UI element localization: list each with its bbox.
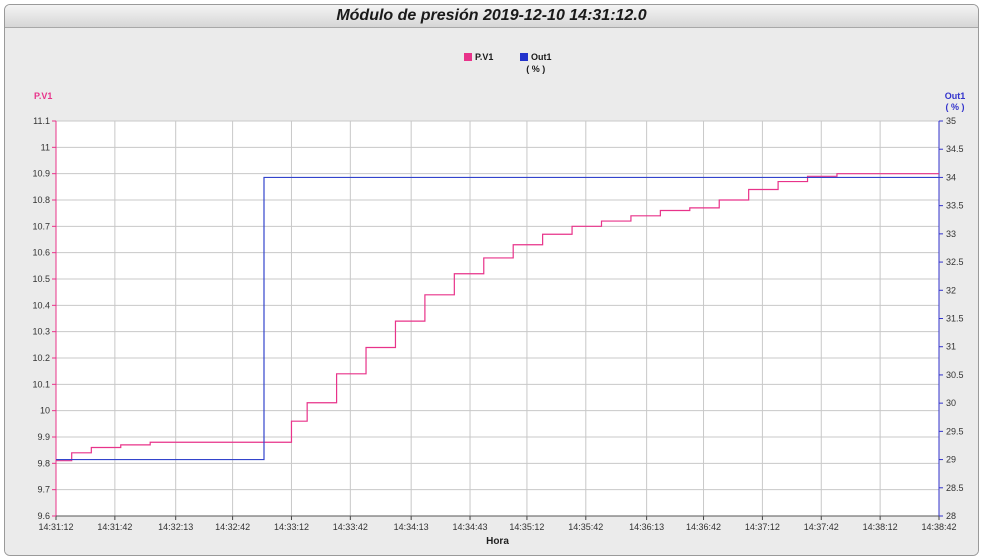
series-line-pv1 [56, 173, 939, 462]
x-tick-label: 14:33:42 [333, 522, 368, 532]
x-tick-label: 14:36:13 [629, 522, 664, 532]
y-left-tick-label: 10.1 [32, 379, 50, 389]
y-right-axis-label: Out1 [945, 91, 966, 101]
x-tick-label: 14:33:12 [274, 522, 309, 532]
x-tick-label: 14:34:43 [453, 522, 488, 532]
y-right-tick-label: 34 [946, 172, 956, 182]
x-tick-label: 14:35:42 [568, 522, 603, 532]
x-tick-label: 14:38:12 [863, 522, 898, 532]
x-tick-label: 14:31:42 [97, 522, 132, 532]
y-left-tick-label: 9.7 [37, 485, 50, 495]
series-line-out1 [56, 176, 939, 461]
legend-item-pv1: P.V1 [464, 52, 493, 62]
y-left-tick-label: 10 [40, 406, 50, 416]
x-axis-label: Hora [486, 536, 509, 547]
plot-background [56, 121, 939, 516]
y-right-tick-label: 35 [946, 116, 956, 126]
y-left-tick-label: 11 [41, 142, 50, 152]
y-right-tick-label: 30.5 [946, 370, 964, 380]
y-left-tick-label: 9.8 [37, 458, 50, 468]
y-left-tick-label: 10.8 [32, 195, 50, 205]
y-right-tick-label: 29.5 [946, 426, 964, 436]
y-left-tick-label: 9.9 [37, 432, 50, 442]
y-right-tick-label: 28.5 [946, 483, 964, 493]
y-right-axis-unit: ( % ) [946, 102, 965, 112]
x-tick-label: 14:32:42 [215, 522, 250, 532]
y-right-tick-label: 32 [946, 285, 956, 295]
y-left-tick-label: 9.6 [37, 511, 50, 521]
window-title: Módulo de presión 2019-12-10 14:31:12.0 [5, 5, 978, 28]
legend-unit-out1: ( % ) [526, 64, 546, 74]
y-left-tick-label: 10.3 [32, 327, 50, 337]
y-right-tick-label: 31 [946, 342, 956, 352]
y-left-tick-label: 10.2 [32, 353, 50, 363]
y-left-tick-label: 10.6 [32, 248, 50, 258]
y-right-tick-label: 30 [946, 398, 956, 408]
y-left-tick-label: 10.7 [32, 221, 50, 231]
legend-item-out1: Out1 ( % ) [520, 52, 552, 74]
x-tick-label: 14:34:13 [394, 522, 429, 532]
y-left-tick-label: 10.5 [32, 274, 50, 284]
x-tick-label: 14:35:12 [509, 522, 544, 532]
y-right-tick-label: 29 [946, 455, 956, 465]
legend-swatch-out1 [520, 53, 528, 61]
y-left-tick-label: 11.1 [33, 116, 50, 126]
chart-window: Módulo de presión 2019-12-10 14:31:12.0 … [4, 4, 979, 556]
legend-swatch-pv1 [464, 53, 472, 61]
x-tick-label: 14:37:42 [804, 522, 839, 532]
y-left-tick-label: 10.9 [32, 169, 50, 179]
x-tick-label: 14:37:12 [745, 522, 780, 532]
x-tick-label: 14:32:13 [158, 522, 193, 532]
x-tick-label: 14:36:42 [686, 522, 721, 532]
legend-label-out1: Out1 [531, 52, 552, 62]
line-chart: 14:31:12 14:31:42 14:32:13 14:32:42 14:33:12… [32, 91, 966, 547]
y-left-tick-label: 10.4 [32, 300, 50, 310]
y-right-tick-label: 28 [946, 511, 956, 521]
x-tick-label: 14:31:12 [38, 522, 73, 532]
legend: P.V1 Out1 ( % ) [5, 52, 978, 82]
legend-label-pv1: P.V1 [475, 52, 494, 62]
x-tick-label: 14:38:42 [921, 522, 956, 532]
y-right-tick-label: 32.5 [946, 257, 964, 267]
y-left-axis-label: P.V1 [34, 91, 52, 101]
y-right-tick-label: 33.5 [946, 201, 964, 211]
y-right-tick-label: 31.5 [946, 314, 964, 324]
y-right-tick-label: 33 [946, 229, 956, 239]
y-right-tick-label: 34.5 [946, 144, 964, 154]
